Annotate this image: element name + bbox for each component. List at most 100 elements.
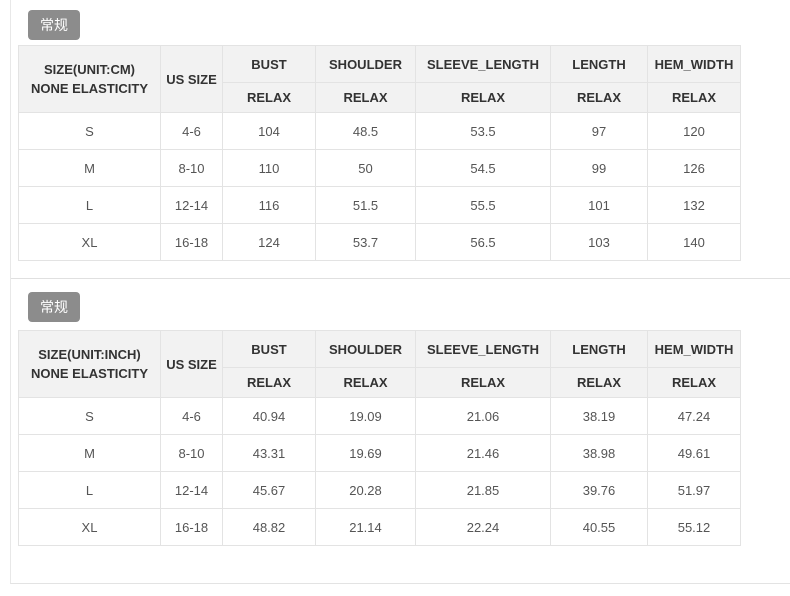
table-row: S 4-6 104 48.5 53.5 97 120 bbox=[18, 112, 741, 150]
table-row: L 12-14 116 51.5 55.5 101 132 bbox=[18, 186, 741, 224]
size-cell: S bbox=[18, 397, 161, 435]
value-cell: 43.31 bbox=[222, 434, 316, 472]
us-size-header-cell: US SIZE bbox=[160, 330, 223, 398]
table-row: S 4-6 40.94 19.09 21.06 38.19 47.24 bbox=[18, 397, 741, 435]
size-cell: L bbox=[18, 471, 161, 509]
value-cell: 48.82 bbox=[222, 508, 316, 546]
elasticity-label: NONE ELASTICITY bbox=[30, 366, 148, 381]
value-cell: 38.19 bbox=[550, 397, 648, 435]
us-size-header-cell: US SIZE bbox=[160, 45, 223, 113]
value-cell: 20.28 bbox=[315, 471, 416, 509]
size-chart-section-cm: 常规 SIZE(UNIT:CM) NONE ELASTICITY US SIZE… bbox=[18, 10, 790, 261]
size-chart-panel: 常规 SIZE(UNIT:CM) NONE ELASTICITY US SIZE… bbox=[10, 0, 790, 584]
value-cell: 48.5 bbox=[315, 112, 416, 150]
value-cell: 116 bbox=[222, 186, 316, 224]
measure-header-sleeve-length: SLEEVE_LENGTH bbox=[415, 330, 551, 368]
size-cell: XL bbox=[18, 223, 161, 261]
measure-header-length: LENGTH bbox=[550, 45, 648, 83]
value-cell: 39.76 bbox=[550, 471, 648, 509]
value-cell: 120 bbox=[647, 112, 741, 150]
value-cell: 55.12 bbox=[647, 508, 741, 546]
measure-header-bust: BUST bbox=[222, 330, 316, 368]
value-cell: 49.61 bbox=[647, 434, 741, 472]
measure-header-bust: BUST bbox=[222, 45, 316, 83]
value-cell: 40.55 bbox=[550, 508, 648, 546]
value-cell: 22.24 bbox=[415, 508, 551, 546]
relax-subheader: RELAX bbox=[647, 367, 741, 398]
table-row: XL 16-18 124 53.7 56.5 103 140 bbox=[18, 223, 741, 261]
table-row: M 8-10 43.31 19.69 21.46 38.98 49.61 bbox=[18, 434, 741, 472]
elasticity-label: NONE ELASTICITY bbox=[30, 81, 148, 96]
size-table-cm: SIZE(UNIT:CM) NONE ELASTICITY US SIZE BU… bbox=[18, 45, 741, 261]
relax-subheader: RELAX bbox=[415, 82, 551, 113]
value-cell: 56.5 bbox=[415, 223, 551, 261]
fit-type-tab[interactable]: 常规 bbox=[28, 292, 80, 322]
size-table-inch: SIZE(UNIT:INCH) NONE ELASTICITY US SIZE … bbox=[18, 330, 741, 546]
relax-subheader: RELAX bbox=[550, 367, 648, 398]
size-unit-header-cell: SIZE(UNIT:CM) NONE ELASTICITY bbox=[18, 45, 161, 113]
value-cell: 50 bbox=[315, 149, 416, 187]
size-chart-content: 常规 SIZE(UNIT:CM) NONE ELASTICITY US SIZE… bbox=[11, 0, 790, 546]
value-cell: 55.5 bbox=[415, 186, 551, 224]
value-cell: 126 bbox=[647, 149, 741, 187]
value-cell: 124 bbox=[222, 223, 316, 261]
value-cell: 40.94 bbox=[222, 397, 316, 435]
relax-subheader: RELAX bbox=[315, 367, 416, 398]
table-row: XL 16-18 48.82 21.14 22.24 40.55 55.12 bbox=[18, 508, 741, 546]
measure-header-shoulder: SHOULDER bbox=[315, 330, 416, 368]
measure-header-hem-width: HEM_WIDTH bbox=[647, 330, 741, 368]
size-cell: L bbox=[18, 186, 161, 224]
value-cell: 110 bbox=[222, 149, 316, 187]
relax-subheader: RELAX bbox=[550, 82, 648, 113]
section-divider bbox=[11, 278, 790, 279]
us-size-cell: 4-6 bbox=[160, 397, 223, 435]
value-cell: 21.85 bbox=[415, 471, 551, 509]
us-size-cell: 16-18 bbox=[160, 508, 223, 546]
value-cell: 47.24 bbox=[647, 397, 741, 435]
value-cell: 132 bbox=[647, 186, 741, 224]
value-cell: 21.46 bbox=[415, 434, 551, 472]
measure-header-shoulder: SHOULDER bbox=[315, 45, 416, 83]
value-cell: 140 bbox=[647, 223, 741, 261]
value-cell: 51.97 bbox=[647, 471, 741, 509]
size-unit-label: SIZE(UNIT:INCH) bbox=[38, 347, 141, 362]
relax-subheader: RELAX bbox=[222, 367, 316, 398]
relax-subheader: RELAX bbox=[315, 82, 416, 113]
relax-subheader: RELAX bbox=[415, 367, 551, 398]
value-cell: 97 bbox=[550, 112, 648, 150]
value-cell: 19.09 bbox=[315, 397, 416, 435]
size-unit-header-cell: SIZE(UNIT:INCH) NONE ELASTICITY bbox=[18, 330, 161, 398]
size-cell: M bbox=[18, 434, 161, 472]
value-cell: 101 bbox=[550, 186, 648, 224]
value-cell: 21.14 bbox=[315, 508, 416, 546]
value-cell: 54.5 bbox=[415, 149, 551, 187]
us-size-cell: 12-14 bbox=[160, 471, 223, 509]
table-row: M 8-10 110 50 54.5 99 126 bbox=[18, 149, 741, 187]
measure-header-sleeve-length: SLEEVE_LENGTH bbox=[415, 45, 551, 83]
value-cell: 53.7 bbox=[315, 223, 416, 261]
value-cell: 104 bbox=[222, 112, 316, 150]
table-row: L 12-14 45.67 20.28 21.85 39.76 51.97 bbox=[18, 471, 741, 509]
value-cell: 38.98 bbox=[550, 434, 648, 472]
value-cell: 21.06 bbox=[415, 397, 551, 435]
value-cell: 19.69 bbox=[315, 434, 416, 472]
fit-type-tab[interactable]: 常规 bbox=[28, 10, 80, 40]
us-size-cell: 4-6 bbox=[160, 112, 223, 150]
size-chart-section-inch: 常规 SIZE(UNIT:INCH) NONE ELASTICITY US SI… bbox=[18, 292, 790, 546]
size-cell: M bbox=[18, 149, 161, 187]
value-cell: 45.67 bbox=[222, 471, 316, 509]
relax-subheader: RELAX bbox=[222, 82, 316, 113]
us-size-cell: 8-10 bbox=[160, 434, 223, 472]
us-size-cell: 12-14 bbox=[160, 186, 223, 224]
measure-header-length: LENGTH bbox=[550, 330, 648, 368]
size-cell: XL bbox=[18, 508, 161, 546]
value-cell: 99 bbox=[550, 149, 648, 187]
value-cell: 51.5 bbox=[315, 186, 416, 224]
us-size-cell: 16-18 bbox=[160, 223, 223, 261]
us-size-cell: 8-10 bbox=[160, 149, 223, 187]
size-unit-label: SIZE(UNIT:CM) bbox=[44, 62, 135, 77]
relax-subheader: RELAX bbox=[647, 82, 741, 113]
size-cell: S bbox=[18, 112, 161, 150]
measure-header-hem-width: HEM_WIDTH bbox=[647, 45, 741, 83]
value-cell: 103 bbox=[550, 223, 648, 261]
